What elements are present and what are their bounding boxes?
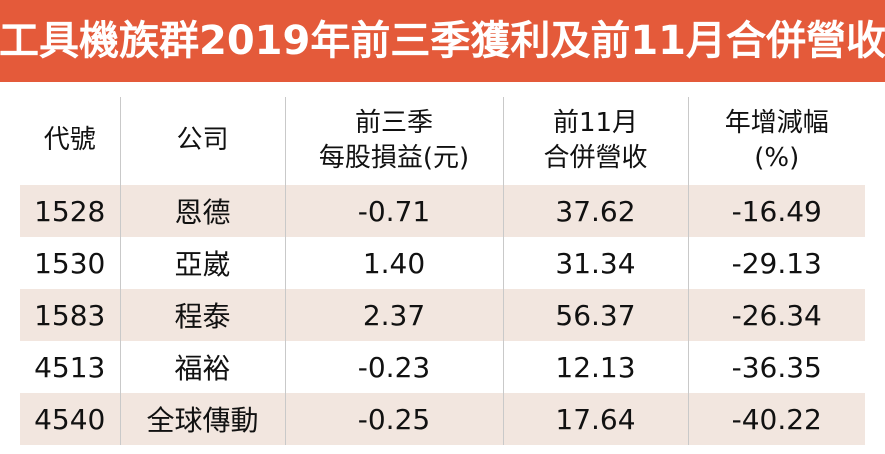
table-row: 1530 亞崴 1.40 31.34 -29.13 bbox=[20, 237, 865, 289]
header-row: 代號 公司 前三季 每股損益(元) 前11月 合併營收 年增減幅 bbox=[20, 97, 865, 185]
header-eps: 前三季 每股損益(元) bbox=[285, 97, 504, 185]
cell-company: 恩德 bbox=[120, 185, 286, 237]
table-row: 4513 福裕 -0.23 12.13 -36.35 bbox=[20, 341, 865, 393]
cell-company: 亞崴 bbox=[120, 237, 286, 289]
cell-eps: 2.37 bbox=[285, 289, 504, 341]
cell-code: 1530 bbox=[20, 237, 121, 289]
cell-revenue: 37.62 bbox=[503, 185, 689, 237]
cell-code: 1583 bbox=[20, 289, 121, 341]
page-title: 工具機族群2019年前三季獲利及前11月合併營收 bbox=[0, 18, 885, 64]
cell-revenue: 17.64 bbox=[503, 393, 689, 445]
cell-company: 程泰 bbox=[120, 289, 286, 341]
header-growth: 年增減幅 (%) bbox=[724, 107, 829, 173]
table-row: 1583 程泰 2.37 56.37 -26.34 bbox=[20, 289, 865, 341]
cell-revenue: 12.13 bbox=[503, 341, 689, 393]
header-code: 代號 bbox=[20, 97, 121, 185]
table-row: 4540 全球傳動 -0.25 17.64 -40.22 bbox=[20, 393, 865, 445]
cell-growth: -16.49 bbox=[688, 185, 865, 237]
title-bar: 工具機族群2019年前三季獲利及前11月合併營收 bbox=[0, 0, 885, 82]
cell-revenue: 31.34 bbox=[503, 237, 689, 289]
table-container: 代號 公司 前三季 每股損益(元) 前11月 合併營收 年增減幅 bbox=[20, 97, 865, 449]
cell-growth: -40.22 bbox=[688, 393, 865, 445]
cell-growth: -29.13 bbox=[688, 237, 865, 289]
cell-code: 1528 bbox=[20, 185, 121, 237]
data-table: 代號 公司 前三季 每股損益(元) 前11月 合併營收 年增減幅 bbox=[20, 97, 865, 445]
cell-company: 全球傳動 bbox=[120, 393, 286, 445]
cell-code: 4540 bbox=[20, 393, 121, 445]
cell-code: 4513 bbox=[20, 341, 121, 393]
cell-eps: -0.25 bbox=[285, 393, 504, 445]
table-row: 1528 恩德 -0.71 37.62 -16.49 bbox=[20, 185, 865, 237]
cell-company: 福裕 bbox=[120, 341, 286, 393]
cell-eps: -0.23 bbox=[285, 341, 504, 393]
cell-eps: 1.40 bbox=[285, 237, 504, 289]
cell-growth: -26.34 bbox=[688, 289, 865, 341]
cell-revenue: 56.37 bbox=[503, 289, 689, 341]
cell-eps: -0.71 bbox=[285, 185, 504, 237]
cell-growth: -36.35 bbox=[688, 341, 865, 393]
header-company: 公司 bbox=[120, 97, 286, 185]
header-revenue: 前11月 合併營收 bbox=[503, 97, 689, 185]
